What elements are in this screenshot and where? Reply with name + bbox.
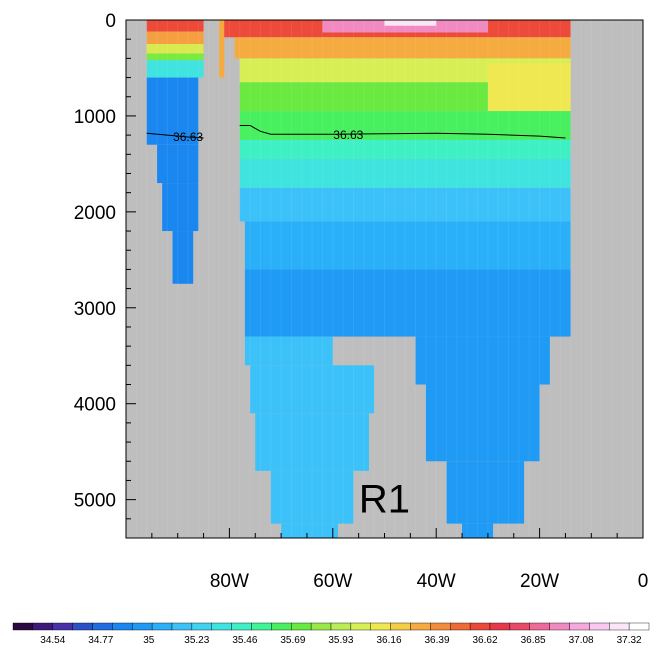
contour-line <box>146 132 204 139</box>
east-surface-pink <box>322 20 488 33</box>
colorbar-swatch <box>450 622 471 631</box>
region-label: R1 <box>359 478 410 522</box>
y-tick-label: 0 <box>105 11 116 32</box>
colorbar-swatch <box>132 622 153 631</box>
colorbar-swatch <box>52 622 73 631</box>
colorbar-swatch <box>628 622 650 631</box>
colorbar-swatch <box>191 622 212 631</box>
colorbar-swatch <box>489 622 511 631</box>
colorbar-swatch <box>549 622 570 631</box>
colorbar-label: 37.32 <box>617 635 642 646</box>
x-tick-label: 40W <box>417 571 456 592</box>
east-green <box>239 82 488 112</box>
west-basin-lower-1 <box>157 144 199 184</box>
colorbar-swatch <box>112 622 133 631</box>
y-tick-label: 2000 <box>74 203 116 224</box>
west-basin-surface-red <box>146 20 204 32</box>
east-surface-white <box>384 20 437 26</box>
colorbar-label: 37.08 <box>569 635 594 646</box>
plot-area <box>125 20 644 538</box>
west-basin-lower-3 <box>172 231 194 284</box>
colorbar-swatch <box>430 622 451 631</box>
colorbar-label: 36.62 <box>472 635 497 646</box>
y-tick-label: 4000 <box>74 395 116 416</box>
west-basin-surface-yellow <box>146 43 204 54</box>
y-tick-label: 1000 <box>74 107 116 128</box>
y-tick-label: 5000 <box>74 491 116 512</box>
west-trough-3 <box>255 413 369 471</box>
east-yellow-east <box>487 63 571 112</box>
x-tick-label: 20W <box>520 571 559 592</box>
east-trough-2 <box>425 384 540 462</box>
y-tick-label: 3000 <box>74 299 116 320</box>
colorbar-label: 35.46 <box>232 635 257 646</box>
contour-label: 36.63 <box>173 130 203 144</box>
x-tick-label: 0 <box>638 571 649 592</box>
colorbar-swatch <box>390 622 411 631</box>
colorbar-label: 35.69 <box>280 635 305 646</box>
colorbar-label: 35.23 <box>184 635 209 646</box>
east-cyan <box>239 159 571 188</box>
colorbar-swatch <box>569 622 590 631</box>
colorbar-swatch <box>171 622 193 631</box>
east-trough-3 <box>446 461 525 524</box>
colorbar-swatch <box>310 622 332 631</box>
colorbar-swatch <box>72 622 93 631</box>
colorbar-swatch <box>12 622 34 631</box>
colorbar-label: 35.93 <box>328 635 353 646</box>
colorbar-label: 35 <box>143 635 155 646</box>
colorbar-swatch <box>609 622 630 631</box>
colorbar-swatch <box>469 622 491 631</box>
colorbar-swatch <box>271 622 292 631</box>
colorbar-swatch <box>291 622 312 631</box>
colorbar-swatch <box>350 622 371 631</box>
contour-line <box>239 125 566 139</box>
colorbar-swatch <box>92 622 113 631</box>
east-cyan-upper <box>239 139 571 160</box>
colorbar-swatch <box>410 622 431 631</box>
x-tick-label: 60W <box>313 571 352 592</box>
colorbar-swatch <box>251 622 272 631</box>
colorbar-label: 34.77 <box>88 635 113 646</box>
contour-lines: 36.63 36.63 <box>146 125 566 144</box>
colorbar-swatch <box>509 622 530 631</box>
colorbar: 34.54 34.77 35 35.23 35.46 35.69 35.93 36.16 36.… <box>12 622 650 646</box>
colorbar-label: 34.54 <box>40 635 65 646</box>
west-basin-surface-green <box>146 53 204 61</box>
east-trough-1 <box>415 336 550 385</box>
colorbar-swatch <box>589 622 610 631</box>
east-trough-bottom <box>462 523 494 538</box>
colorbar-label: 36.16 <box>376 635 401 646</box>
x-tick-label: 80W <box>210 571 249 592</box>
colorbar-swatch <box>529 622 550 631</box>
west-basin-lower-2 <box>162 183 199 232</box>
west-trough-bottom <box>281 523 338 538</box>
east-mid-blue <box>244 221 571 270</box>
axes: 0 1000 2000 3000 4000 5000 80W 60W 40W 20W 0 <box>74 11 649 592</box>
west-trough-2 <box>250 365 375 414</box>
colorbar-swatch <box>370 622 391 631</box>
west-basin-upper-cyan <box>146 60 204 78</box>
west-basin-surface-orange <box>146 31 204 44</box>
east-orange <box>234 37 571 59</box>
colorbar-label: 36.85 <box>521 635 546 646</box>
ridge-tip-orange <box>219 20 225 78</box>
colorbar-swatch <box>330 622 352 631</box>
east-light-blue <box>239 187 571 222</box>
colorbar-swatch <box>151 622 173 631</box>
west-trough-4 <box>270 470 354 524</box>
east-deep-blue <box>244 269 571 337</box>
colorbar-label: 36.39 <box>424 635 449 646</box>
colorbar-swatch <box>32 622 53 631</box>
colorbar-swatch <box>231 622 252 631</box>
contour-label: 36.63 <box>333 128 363 142</box>
west-trough-1 <box>244 336 333 366</box>
colorbar-swatch <box>211 622 232 631</box>
